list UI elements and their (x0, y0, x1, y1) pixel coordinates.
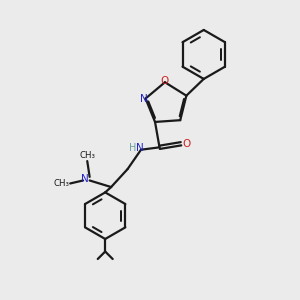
Text: N: N (140, 94, 148, 103)
Text: H: H (129, 143, 136, 153)
Text: O: O (183, 139, 191, 149)
Text: N: N (81, 174, 89, 184)
Text: N: N (136, 143, 143, 153)
Text: O: O (161, 76, 169, 86)
Text: CH₃: CH₃ (79, 151, 95, 160)
Text: CH₃: CH₃ (54, 179, 70, 188)
